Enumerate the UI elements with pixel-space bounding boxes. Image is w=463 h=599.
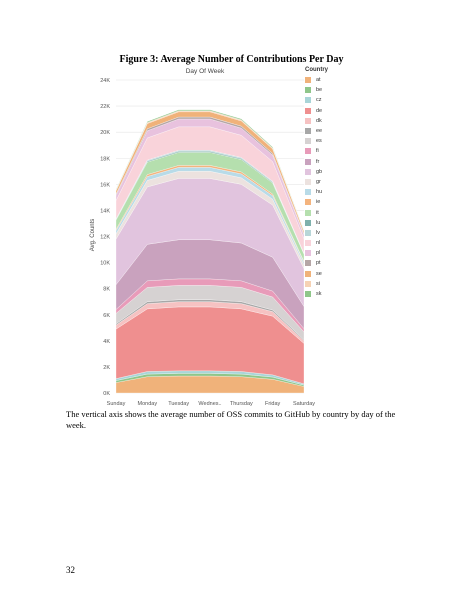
legend-label: hu <box>316 189 323 196</box>
area-series <box>115 109 305 394</box>
legend-swatch <box>305 117 311 124</box>
legend-swatch <box>305 219 311 226</box>
legend-label: nl <box>316 240 321 247</box>
legend-label: dk <box>316 117 322 124</box>
legend-item-dk: dk <box>305 116 365 126</box>
legend-label: cz <box>316 97 322 104</box>
legend-item-gb: gb <box>305 167 365 177</box>
legend-item-fi: fi <box>305 146 365 156</box>
y-tick-label: 0K <box>103 391 110 397</box>
x-tick-label: Wednes.. <box>198 401 222 407</box>
legend-item-pl: pl <box>305 248 365 258</box>
y-tick-label: 8K <box>103 287 110 293</box>
legend-title: Country <box>305 67 328 73</box>
y-axis-label: Avg. Counts <box>90 219 96 252</box>
legend-item-se: se <box>305 269 365 279</box>
y-tick-label: 22K <box>100 104 110 110</box>
legend-swatch <box>305 77 311 84</box>
legend-swatch <box>305 107 311 114</box>
y-tick-label: 24K <box>100 78 110 84</box>
y-tick-label: 2K <box>103 365 110 371</box>
legend-label: gb <box>316 168 323 175</box>
legend-swatch <box>305 229 311 236</box>
y-tick-label: 16K <box>100 182 110 188</box>
legend-label: pl <box>316 250 321 257</box>
x-axis-ticks: Sunday Monday Tuesday Wednes.. Thursday Frida… <box>107 401 316 407</box>
legend-swatch <box>305 189 311 196</box>
x-tick-label: Thursday <box>230 401 253 407</box>
legend-label: it <box>316 209 319 216</box>
legend-label: es <box>316 138 322 145</box>
legend-label: se <box>316 270 322 277</box>
legend-swatch <box>305 260 311 267</box>
legend-swatch <box>305 97 311 104</box>
legend-swatch <box>305 291 311 298</box>
legend-swatch <box>305 158 311 165</box>
legend-label: lu <box>316 219 321 226</box>
figure-caption: The vertical axis shows the average numb… <box>66 409 396 430</box>
y-tick-label: 6K <box>103 313 110 319</box>
legend-item-be: be <box>305 85 365 95</box>
legend-label: sk <box>316 291 322 298</box>
legend-item-pt: pt <box>305 258 365 268</box>
legend-swatch <box>305 148 311 155</box>
legend-items: at be cz de dk ee es fi fr gb gr hu ie it lu lv nl pl pt se… <box>305 75 365 299</box>
legend-item-ee: ee <box>305 126 365 136</box>
legend-item-si: si <box>305 279 365 289</box>
legend-swatch <box>305 209 311 216</box>
legend-swatch <box>305 250 311 257</box>
legend-swatch <box>305 270 311 277</box>
legend-label: fr <box>316 158 320 165</box>
legend-label: at <box>316 77 321 84</box>
legend-label: si <box>316 280 320 287</box>
x-tick-label: Friday <box>265 401 281 407</box>
legend-swatch <box>305 87 311 94</box>
y-tick-label: 4K <box>103 339 110 345</box>
legend-item-cz: cz <box>305 95 365 105</box>
y-tick-label: 10K <box>100 261 110 267</box>
legend-item-nl: nl <box>305 238 365 248</box>
legend-item-de: de <box>305 106 365 116</box>
y-tick-label: 20K <box>100 130 110 136</box>
legend-item-gr: gr <box>305 177 365 187</box>
legend-swatch <box>305 199 311 206</box>
area-series-sk <box>115 109 305 231</box>
legend-item-sk: sk <box>305 289 365 299</box>
legend-label: lv <box>316 229 320 236</box>
legend-label: be <box>316 87 323 94</box>
legend-item-es: es <box>305 136 365 146</box>
legend-item-at: at <box>305 75 365 85</box>
legend: Country at be cz de dk ee es fi fr gb gr hu ie it lu lv… <box>305 67 365 299</box>
y-axis-ticks: 0K 2K 4K 6K 8K 10K 12K 14K 16K 18K 20K 22K 24K <box>100 78 110 397</box>
figure-title: Figure 3: Average Number of Contribution… <box>119 54 344 65</box>
legend-item-hu: hu <box>305 187 365 197</box>
legend-item-lu: lu <box>305 218 365 228</box>
y-tick-label: 18K <box>100 156 110 162</box>
legend-label: gr <box>316 178 321 185</box>
legend-swatch <box>305 178 311 185</box>
x-tick-label: Saturday <box>293 401 315 407</box>
chart-title: Day Of Week <box>186 68 225 75</box>
legend-item-ie: ie <box>305 197 365 207</box>
legend-label: ee <box>316 128 323 135</box>
legend-swatch <box>305 168 311 175</box>
page-number: 32 <box>66 565 75 575</box>
legend-label: pt <box>316 260 321 267</box>
y-tick-label: 14K <box>100 208 110 214</box>
legend-label: de <box>316 107 323 114</box>
legend-swatch <box>305 138 311 145</box>
legend-label: fi <box>316 148 319 155</box>
legend-label: ie <box>316 199 321 206</box>
y-tick-label: 12K <box>100 235 110 241</box>
legend-swatch <box>305 128 311 135</box>
legend-item-lv: lv <box>305 228 365 238</box>
legend-swatch <box>305 280 311 287</box>
legend-swatch <box>305 240 311 247</box>
x-tick-label: Monday <box>138 401 158 407</box>
legend-item-fr: fr <box>305 157 365 167</box>
x-tick-label: Tuesday <box>168 401 189 407</box>
x-tick-label: Sunday <box>107 401 126 407</box>
legend-item-it: it <box>305 207 365 217</box>
